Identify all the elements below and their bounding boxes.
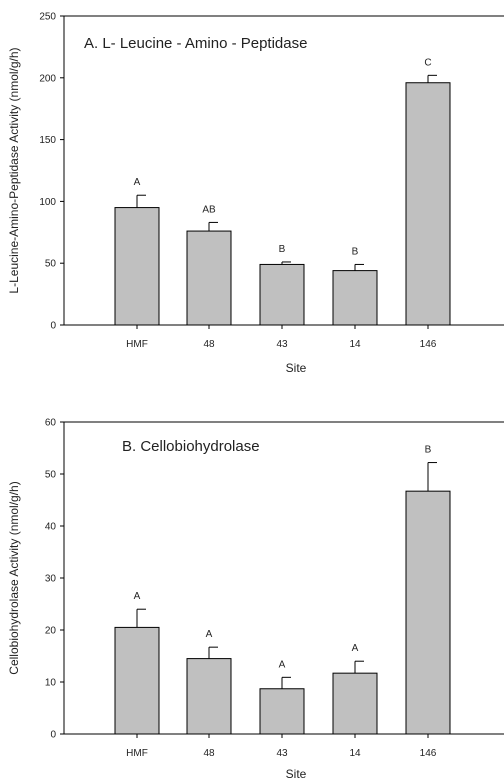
chart-title: A. L- Leucine - Amino - Peptidase — [84, 35, 307, 52]
y-tick-label: 200 — [39, 73, 56, 84]
y-tick-label: 60 — [45, 418, 57, 429]
x-tick-label: 48 — [203, 748, 215, 759]
x-tick-label: HMF — [126, 339, 148, 350]
y-tick-label: 40 — [45, 522, 57, 533]
x-tick-label: 146 — [420, 339, 437, 350]
y-tick-label: 50 — [45, 259, 57, 270]
chart-panel-b: 0 10 20 30 40 50 60 A HMF A 48 A 43 A 14 B 146 B. Cellobi… — [7, 418, 504, 781]
x-tick-label: 43 — [276, 339, 288, 350]
significance-label: A — [279, 659, 286, 670]
x-tick-label: 14 — [349, 339, 361, 350]
y-tick-label: 0 — [50, 730, 56, 741]
x-axis-label: Site — [286, 361, 307, 375]
y-tick-label: 20 — [45, 626, 57, 637]
y-tick-label: 150 — [39, 135, 56, 146]
chart-title: B. Cellobiohydrolase — [122, 438, 260, 455]
bar-14 — [332, 672, 378, 735]
y-tick-label: 100 — [39, 197, 56, 208]
y-axis-label: Cellobiohydrolase Activity (nmol/g/h) — [7, 481, 21, 674]
x-axis-label: Site — [286, 767, 307, 781]
significance-label: AB — [202, 204, 216, 215]
bar-146 — [405, 82, 451, 326]
y-axis-label: L-Leucine-Amino-Peptidase Activity (nmol… — [7, 47, 21, 293]
y-tick-label: 50 — [45, 470, 57, 481]
bar-hmf — [114, 207, 160, 326]
bar-14 — [332, 270, 378, 326]
x-tick-label: 146 — [420, 748, 437, 759]
x-tick-label: 48 — [203, 339, 215, 350]
x-tick-label: 14 — [349, 748, 361, 759]
y-tick-label: 0 — [50, 321, 56, 332]
significance-label: B — [352, 246, 359, 257]
chart-panel-a: 0 50 100 150 200 250 A HMF AB 48 B 43 B 14 C 146 A. L- L… — [7, 12, 504, 375]
significance-label: B — [425, 445, 432, 456]
significance-label: A — [134, 591, 141, 602]
bar-hmf — [114, 626, 160, 735]
significance-label: A — [206, 629, 213, 640]
significance-label: C — [424, 57, 431, 68]
bar-48 — [186, 658, 232, 735]
y-tick-label: 10 — [45, 678, 57, 689]
significance-label: A — [134, 177, 141, 188]
bar-146 — [405, 490, 451, 735]
bar-43 — [259, 263, 305, 326]
y-tick-label: 30 — [45, 574, 57, 585]
bar-48 — [186, 230, 232, 326]
x-tick-label: 43 — [276, 748, 288, 759]
x-tick-label: HMF — [126, 748, 148, 759]
significance-label: A — [352, 643, 359, 654]
significance-label: B — [279, 244, 286, 255]
y-tick-label: 250 — [39, 12, 56, 23]
bar-43 — [259, 688, 305, 735]
